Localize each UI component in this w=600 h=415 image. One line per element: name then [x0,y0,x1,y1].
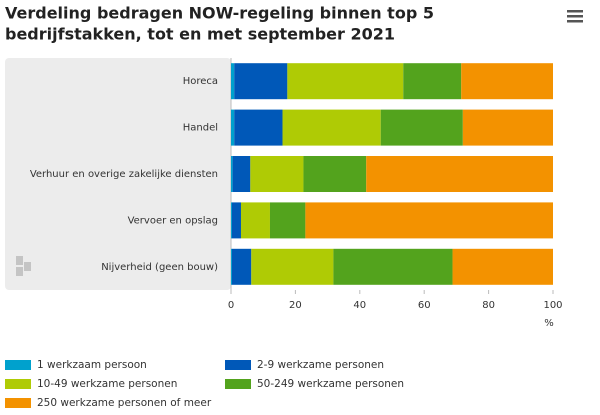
legend-label: 1 werkzaam persoon [37,359,147,371]
bar-segment [461,63,553,100]
bar-segment [240,202,270,239]
legend-label: 250 werkzame personen of meer [37,397,212,409]
legend-label: 10-49 werkzame personen [37,378,177,390]
x-tick-label: 100 [543,300,562,311]
bar-segment [231,202,232,239]
y-tick-label: Vervoer en opslag [128,215,218,226]
chart-title: Verdeling bedragen NOW-regeling binnen t… [5,4,434,23]
bar-segment [303,156,367,192]
y-tick-label: Horeca [183,76,218,87]
legend-swatch [5,398,31,408]
bar-segment [234,63,288,100]
bar-segment [287,63,404,100]
legend-swatch [225,360,251,370]
bar-segment [231,202,241,239]
logo [16,256,31,276]
x-axis-label: % [544,318,554,329]
bar-segment [231,248,232,285]
label-panel [5,58,231,290]
y-tick-label: Verhuur en overige zakelijke diensten [30,169,218,180]
x-tick-label: 40 [353,300,366,311]
bar-segment [231,63,235,100]
bar-segment [232,156,251,192]
x-tick-label: 20 [289,300,302,311]
bar-segment [231,248,252,285]
x-tick-label: 80 [482,300,495,311]
menu-icon[interactable] [567,10,583,23]
bar-segment [231,156,233,192]
bar-segment [234,109,283,146]
y-tick-label: Handel [183,123,218,134]
chart-title: bedrijfstakken, tot en met september 202… [5,25,395,44]
legend-label: 50-249 werkzame personen [257,378,404,390]
bar-segment [282,109,381,146]
x-tick-label: 0 [228,300,234,311]
bar-segment [452,248,553,285]
bar-segment [403,63,462,100]
legend-swatch [225,379,251,389]
bar-segment [231,109,235,146]
bar-segment [333,248,453,285]
bar-segment [269,202,306,239]
bar-segment [462,109,553,146]
x-tick-label: 60 [418,300,431,311]
legend-swatch [5,360,31,370]
legend-label: 2-9 werkzame personen [257,359,384,371]
bar-segment [251,248,334,285]
legend-swatch [5,379,31,389]
bar-segment [250,156,304,192]
bar-segment [380,109,463,146]
bar-segment [366,156,553,192]
bar-segment [305,202,553,239]
y-tick-label: Nijverheid (geen bouw) [101,262,218,273]
